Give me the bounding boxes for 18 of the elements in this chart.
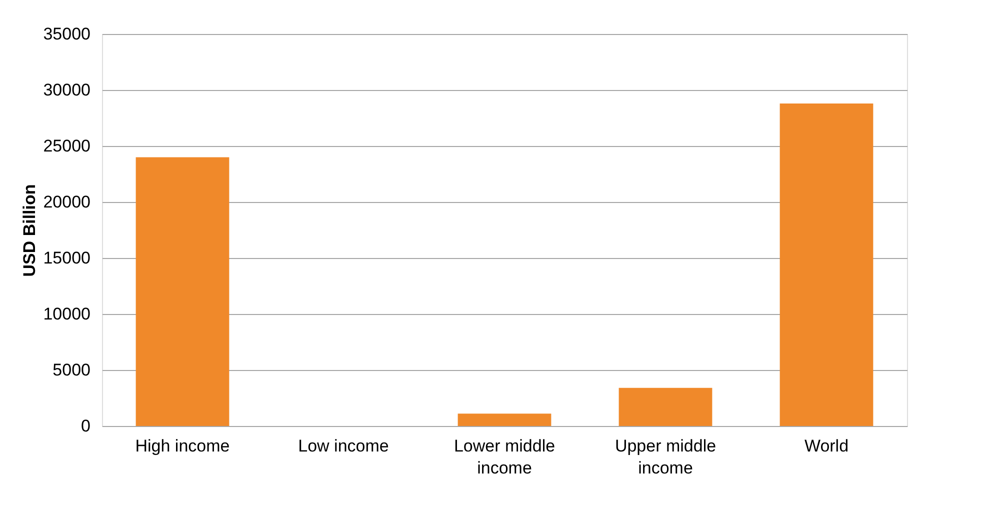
y-tick-label: 20000 (43, 192, 90, 212)
bar (780, 103, 874, 426)
bar (618, 388, 712, 426)
x-tick-label: Lower middle income (454, 436, 556, 478)
x-tick-label: Low income (298, 436, 389, 456)
y-axis-title: USD Billion (20, 184, 40, 277)
y-tick-label: 30000 (43, 80, 90, 100)
y-tick-label: 10000 (43, 304, 90, 324)
y-tick-label: 25000 (43, 136, 90, 156)
x-tick-label: High income (135, 436, 230, 456)
y-tick-label: 35000 (43, 24, 90, 44)
x-tick-label: World (804, 436, 849, 456)
x-tick-label: Upper middle income (614, 436, 716, 478)
y-tick-label: 5000 (52, 360, 90, 380)
y-tick-label: 0 (81, 416, 90, 436)
y-tick-label: 15000 (43, 248, 90, 268)
bar (136, 157, 230, 426)
bar (458, 414, 552, 426)
